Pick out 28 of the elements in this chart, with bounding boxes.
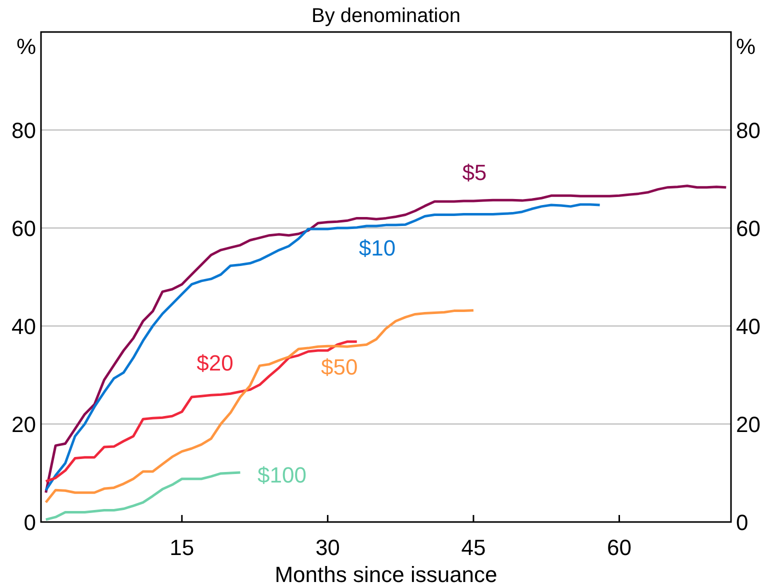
y-axis-title: % [16,34,36,59]
line-series [44,309,475,504]
y-tick-label: 80 [12,118,36,143]
line-series [44,340,358,483]
y-tick-label: 60 [12,216,36,241]
y-tick-label: 20 [12,412,36,437]
x-tick-label: 30 [315,535,340,560]
y2-tick-label: 60 [736,216,760,241]
line-series [44,471,242,521]
y-tick-label: 40 [12,314,36,339]
y-tick-label: 0 [24,510,36,535]
x-tick-label: 45 [461,535,486,560]
series-label: $10 [358,235,396,260]
y2-tick-label: 0 [736,510,748,535]
series-label: $20 [196,350,234,376]
x-axis-title: Months since issuance [274,562,498,587]
x-tick-label: 60 [606,535,632,560]
series-label: $50 [320,354,358,380]
y2-axis-title: % [736,34,756,59]
y2-tick-label: 40 [736,314,760,339]
y2-tick-label: 80 [736,118,760,143]
line-series [44,203,602,492]
line-series [44,184,728,494]
series-label: $100 [258,462,306,488]
y2-tick-label: 20 [736,412,760,437]
x-tick-label: 15 [170,535,194,560]
series-label: $5 [462,160,487,185]
chart-title: By denomination [312,5,460,27]
